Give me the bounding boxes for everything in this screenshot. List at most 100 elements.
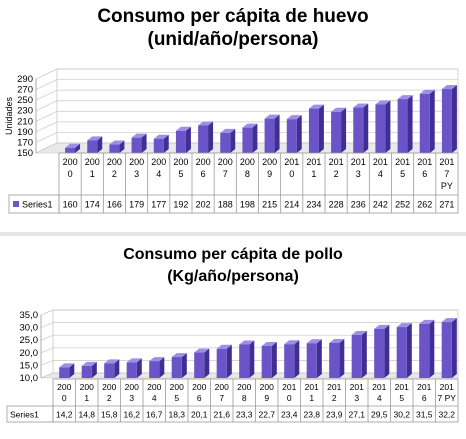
bar	[153, 134, 169, 153]
y-tick-label: 190	[17, 127, 33, 138]
bar-side	[451, 85, 457, 153]
panel-divider	[0, 232, 466, 236]
bar	[65, 143, 81, 153]
data-label: 20,1	[191, 410, 208, 420]
bar	[441, 318, 457, 378]
gridline-diagonal	[35, 142, 58, 154]
x-tick-label: 3	[129, 393, 134, 403]
bar-front	[351, 334, 362, 378]
x-tick-label: 2	[112, 169, 117, 179]
bar-side	[249, 340, 255, 378]
bar-front	[216, 348, 227, 378]
x-tick-label: 201	[351, 157, 366, 167]
bar-front	[81, 365, 92, 378]
x-tick-label: 0	[287, 393, 292, 403]
gridline-diagonal	[35, 79, 58, 90]
bar-front	[220, 132, 231, 153]
legend-label: Series1	[22, 200, 53, 210]
gridline-diagonal	[35, 110, 58, 122]
bar	[198, 121, 214, 153]
bar-front	[104, 363, 115, 378]
bar-side	[136, 358, 142, 378]
chart-pollo: Consumo per cápita de pollo (Kg/año/pers…	[0, 236, 466, 439]
bar	[375, 100, 391, 153]
bar-top	[109, 140, 125, 145]
bar	[284, 340, 300, 378]
bar-top	[81, 361, 97, 366]
bar-top	[194, 348, 210, 353]
x-tick-label: 4	[378, 169, 383, 179]
x-tick-label: 200	[262, 157, 277, 167]
y-tick-label: 230	[17, 106, 33, 117]
data-label: 16,2	[123, 410, 140, 420]
x-tick-label: 200	[192, 382, 206, 392]
bar-top	[351, 330, 367, 335]
data-table-legend-cell	[6, 405, 54, 423]
bar-side	[119, 140, 125, 153]
bar-side	[429, 89, 435, 153]
data-label: 27,1	[348, 410, 365, 420]
bar-side	[204, 348, 210, 378]
bar-top	[149, 357, 165, 362]
x-tick-label: 9	[267, 169, 272, 179]
data-label: 177	[151, 200, 166, 210]
data-label: 174	[85, 200, 100, 210]
data-label: 252	[395, 200, 410, 210]
bar-side	[384, 324, 390, 378]
data-label: 215	[262, 200, 277, 210]
bar-top	[104, 359, 120, 364]
x-tick-label: 8	[242, 393, 247, 403]
data-label: 228	[329, 200, 344, 210]
gridline-diagonal	[40, 309, 54, 316]
chart-plot-pollo: 35,030,025,020,015,010,0Series1200014,22…	[6, 309, 459, 423]
bar-front	[419, 323, 430, 378]
bar-front	[375, 104, 386, 153]
data-label: 236	[351, 200, 366, 210]
x-tick-label: 0	[62, 393, 67, 403]
bar-side	[91, 361, 97, 378]
bar-top	[306, 339, 322, 344]
bar-front	[441, 89, 452, 153]
bar-top	[59, 363, 75, 368]
bar-front	[306, 343, 317, 378]
x-tick-label: 200	[151, 157, 166, 167]
x-tick-label: 1	[84, 393, 89, 403]
bar-top	[419, 89, 435, 94]
x-tick-label: 8	[245, 169, 250, 179]
bar-front	[59, 367, 70, 378]
bar-side	[69, 363, 75, 378]
data-label: 23,4	[281, 410, 298, 420]
bar-side	[296, 115, 302, 153]
x-tick-label: 6	[197, 393, 202, 403]
bar-top	[171, 353, 187, 358]
y-tick-label: 30,0	[20, 323, 39, 334]
bar-front	[396, 327, 407, 378]
gridline-diagonal	[35, 121, 58, 133]
x-tick-label: 7 PY	[438, 393, 457, 403]
y-tick-label: 150	[17, 148, 33, 159]
gridline-diagonal	[35, 132, 58, 143]
bar-front	[109, 144, 120, 153]
bar	[397, 95, 413, 153]
data-label: 262	[417, 200, 432, 210]
data-label: 179	[129, 200, 144, 210]
bar-side	[316, 339, 322, 378]
x-tick-label: 201	[439, 157, 454, 167]
bar-top	[126, 358, 142, 363]
bar	[264, 114, 280, 153]
data-label: 202	[196, 200, 211, 210]
data-label: 22,7	[258, 410, 275, 420]
bar-front	[374, 328, 385, 378]
data-label: 31,5	[416, 410, 433, 420]
bar	[419, 319, 435, 378]
bar-front	[171, 357, 182, 378]
y-tick-label: 270	[17, 85, 33, 96]
x-tick-label: 7	[444, 169, 449, 179]
bar-side	[252, 123, 258, 153]
bar-front	[131, 137, 142, 153]
chart-huevo: Consumo per cápita de huevo (unid/año/pe…	[4, 6, 459, 214]
data-label: 271	[439, 200, 454, 210]
bar-top	[131, 133, 147, 138]
y-tick-label: 20,0	[20, 348, 39, 359]
bar	[109, 140, 125, 153]
